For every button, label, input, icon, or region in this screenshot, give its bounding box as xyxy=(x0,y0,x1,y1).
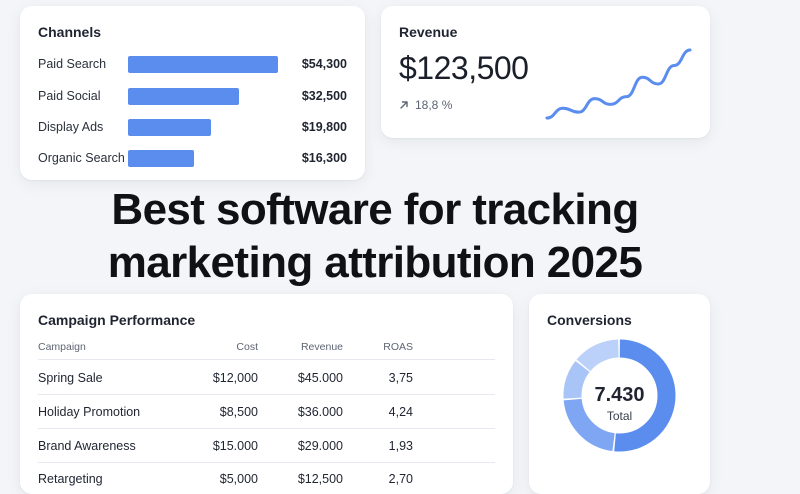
campaign-performance-card: Campaign Performance Campaign Cost Reven… xyxy=(20,294,513,494)
channel-value: $32,500 xyxy=(301,89,347,103)
donut-segment-1 xyxy=(563,339,676,452)
arrow-up-right-icon xyxy=(400,101,408,109)
channel-row[interactable]: Organic Search $16,300 xyxy=(38,148,347,168)
channel-value: $19,800 xyxy=(301,120,347,134)
revenue-change: 18,8 % xyxy=(399,98,452,112)
campaign-title: Campaign Performance xyxy=(38,312,196,328)
conversions-card: Conversions 7.430 Total xyxy=(529,294,710,494)
table-divider xyxy=(38,394,495,395)
table-divider xyxy=(38,428,495,429)
channel-bar-track xyxy=(128,87,278,105)
campaign-cost: $12,000 xyxy=(212,371,258,385)
table-divider xyxy=(38,359,495,360)
column-header-revenue[interactable]: Revenue xyxy=(300,341,343,353)
conversions-total: 7.430 xyxy=(594,384,645,406)
channel-row[interactable]: Display Ads $19,800 xyxy=(38,117,347,137)
headline-line-1: Best software for tracking xyxy=(111,185,639,234)
channel-value: $16,300 xyxy=(301,151,347,165)
column-header-roas[interactable]: ROAS xyxy=(383,341,413,353)
campaign-roas: 1,93 xyxy=(388,439,413,453)
channel-name: Paid Search xyxy=(38,57,107,71)
campaign-revenue: $36.000 xyxy=(297,405,343,419)
channel-name: Paid Social xyxy=(38,89,101,103)
channel-bar xyxy=(128,87,239,105)
campaign-name: Brand Awareness xyxy=(38,439,136,453)
campaign-name: Spring Sale xyxy=(38,371,103,385)
campaign-name: Retargeting xyxy=(38,472,103,486)
campaign-roas: 4,24 xyxy=(388,405,413,419)
channels-card: Channels Paid Search $54,300 Paid Social… xyxy=(20,6,365,180)
channel-bar xyxy=(128,118,211,136)
campaign-roas: 2,70 xyxy=(388,472,413,486)
channel-bar-track xyxy=(128,149,278,167)
conversions-donut xyxy=(563,339,676,452)
donut-segment-3 xyxy=(563,339,676,452)
column-header-campaign[interactable]: Campaign xyxy=(38,341,86,353)
revenue-card: Revenue $123,500 18,8 % xyxy=(381,6,710,138)
campaign-name: Holiday Promotion xyxy=(38,405,141,419)
campaign-cost: $15.000 xyxy=(212,439,258,453)
revenue-change-value: 18,8 % xyxy=(415,98,453,112)
campaign-roas: 3,75 xyxy=(388,371,413,385)
headline-line-2: marketing attribution 2025 xyxy=(107,238,643,287)
campaign-cost: $8,500 xyxy=(219,405,258,419)
revenue-sparkline xyxy=(545,48,692,120)
column-header-cost[interactable]: Cost xyxy=(236,341,258,353)
revenue-title: Revenue xyxy=(399,24,458,40)
channel-name: Display Ads xyxy=(38,120,104,134)
campaign-revenue: $12,500 xyxy=(297,472,343,486)
channel-bar-track xyxy=(128,55,278,73)
channel-row[interactable]: Paid Search $54,300 xyxy=(38,54,347,74)
channel-value: $54,300 xyxy=(301,57,347,71)
revenue-amount: $123,500 xyxy=(399,50,529,86)
channel-bar xyxy=(128,149,194,167)
channel-bar-track xyxy=(128,118,278,136)
conversions-title: Conversions xyxy=(547,312,632,328)
campaign-revenue: $45.000 xyxy=(297,371,343,385)
channel-bar xyxy=(128,55,278,73)
table-divider xyxy=(38,462,495,463)
channel-row[interactable]: Paid Social $32,500 xyxy=(38,86,347,106)
channels-title: Channels xyxy=(38,24,102,40)
campaign-revenue: $29.000 xyxy=(297,439,343,453)
channel-name: Organic Search xyxy=(38,151,125,165)
campaign-cost: $5,000 xyxy=(219,472,258,486)
sparkline-path xyxy=(545,48,692,120)
conversions-total-label: Total xyxy=(606,409,633,423)
